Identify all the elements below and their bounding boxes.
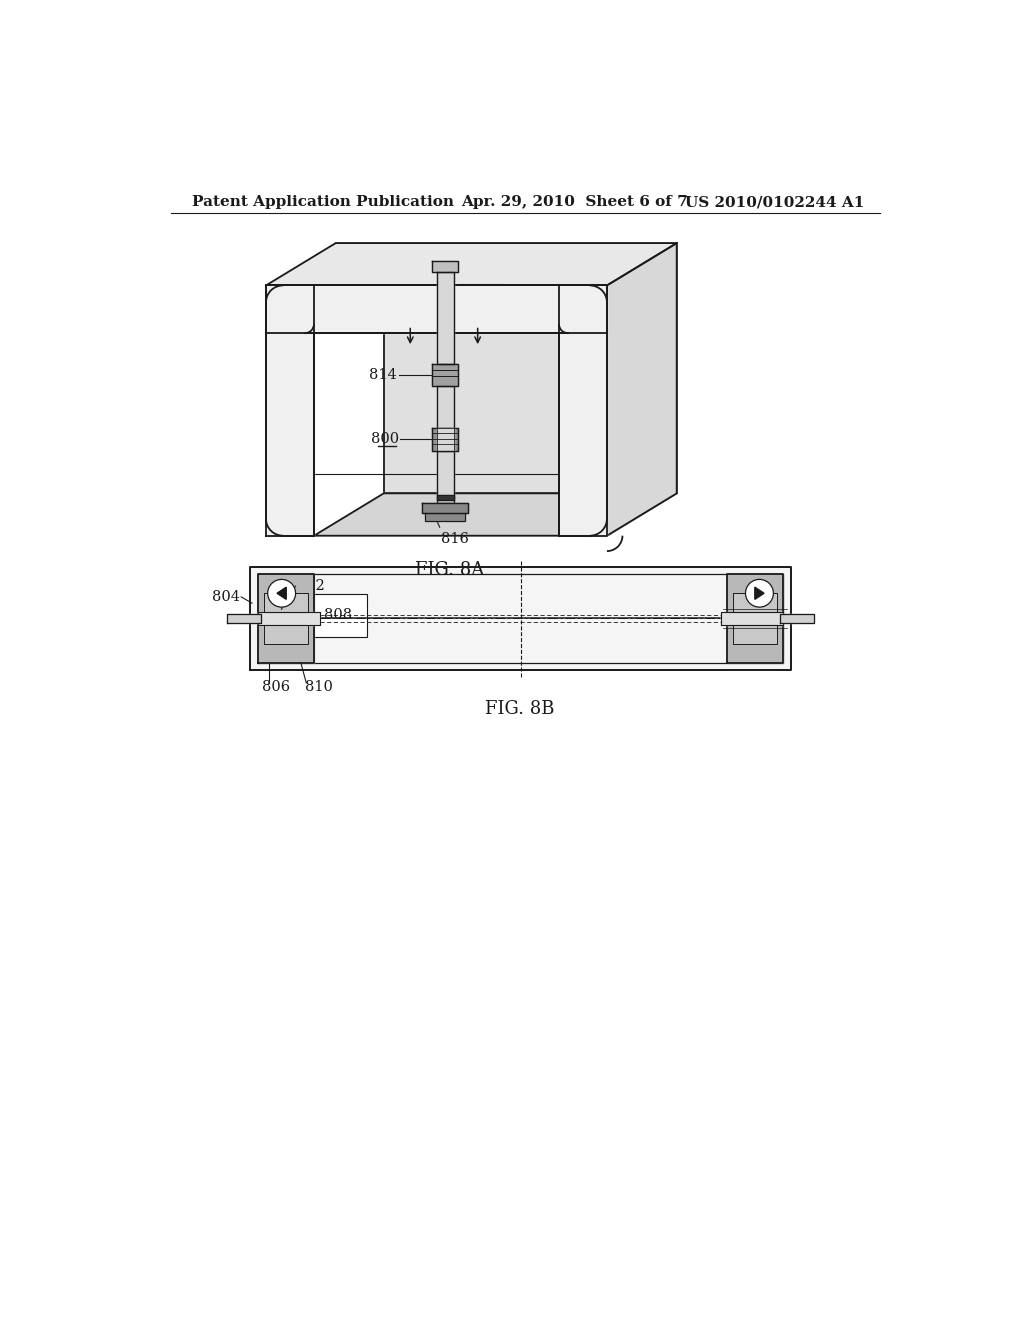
Text: 8B: 8B xyxy=(387,310,408,323)
Text: US 2010/0102244 A1: US 2010/0102244 A1 xyxy=(685,195,864,209)
Polygon shape xyxy=(436,385,454,428)
Polygon shape xyxy=(314,494,629,536)
Polygon shape xyxy=(266,243,677,285)
Polygon shape xyxy=(436,451,454,503)
Polygon shape xyxy=(432,428,459,451)
Polygon shape xyxy=(755,587,764,599)
Polygon shape xyxy=(384,290,629,494)
Ellipse shape xyxy=(435,263,456,275)
Text: 808: 808 xyxy=(324,609,352,623)
Polygon shape xyxy=(733,593,776,612)
Text: 812: 812 xyxy=(297,579,325,593)
Polygon shape xyxy=(436,428,454,451)
Polygon shape xyxy=(264,593,308,612)
Polygon shape xyxy=(436,272,454,364)
Polygon shape xyxy=(721,612,783,624)
Polygon shape xyxy=(607,243,677,536)
Polygon shape xyxy=(436,495,454,499)
Polygon shape xyxy=(727,574,783,663)
Polygon shape xyxy=(422,503,468,513)
Polygon shape xyxy=(779,614,814,623)
Text: Apr. 29, 2010  Sheet 6 of 7: Apr. 29, 2010 Sheet 6 of 7 xyxy=(461,195,688,209)
Polygon shape xyxy=(432,364,459,385)
Text: 8B: 8B xyxy=(481,310,501,323)
Text: Patent Application Publication: Patent Application Publication xyxy=(191,195,454,209)
Polygon shape xyxy=(432,260,459,272)
Polygon shape xyxy=(258,612,321,624)
Polygon shape xyxy=(251,566,791,671)
Polygon shape xyxy=(264,624,308,644)
Polygon shape xyxy=(266,285,314,536)
Text: FIG. 8B: FIG. 8B xyxy=(485,700,555,718)
Text: FIG. 8A: FIG. 8A xyxy=(415,561,484,579)
Polygon shape xyxy=(278,587,287,599)
Text: 804: 804 xyxy=(212,590,240,605)
Polygon shape xyxy=(227,614,261,623)
Text: 816: 816 xyxy=(441,532,469,546)
Circle shape xyxy=(745,579,773,607)
Text: 806: 806 xyxy=(262,680,290,694)
Text: 814: 814 xyxy=(370,368,397,381)
Polygon shape xyxy=(314,290,629,333)
Polygon shape xyxy=(559,290,629,536)
Polygon shape xyxy=(559,285,607,536)
Circle shape xyxy=(267,579,296,607)
Polygon shape xyxy=(425,513,465,521)
Text: 810: 810 xyxy=(305,680,333,694)
Text: 802: 802 xyxy=(505,277,532,290)
Polygon shape xyxy=(266,285,607,333)
Polygon shape xyxy=(258,574,314,663)
Polygon shape xyxy=(733,624,776,644)
Text: 800: 800 xyxy=(371,433,398,446)
